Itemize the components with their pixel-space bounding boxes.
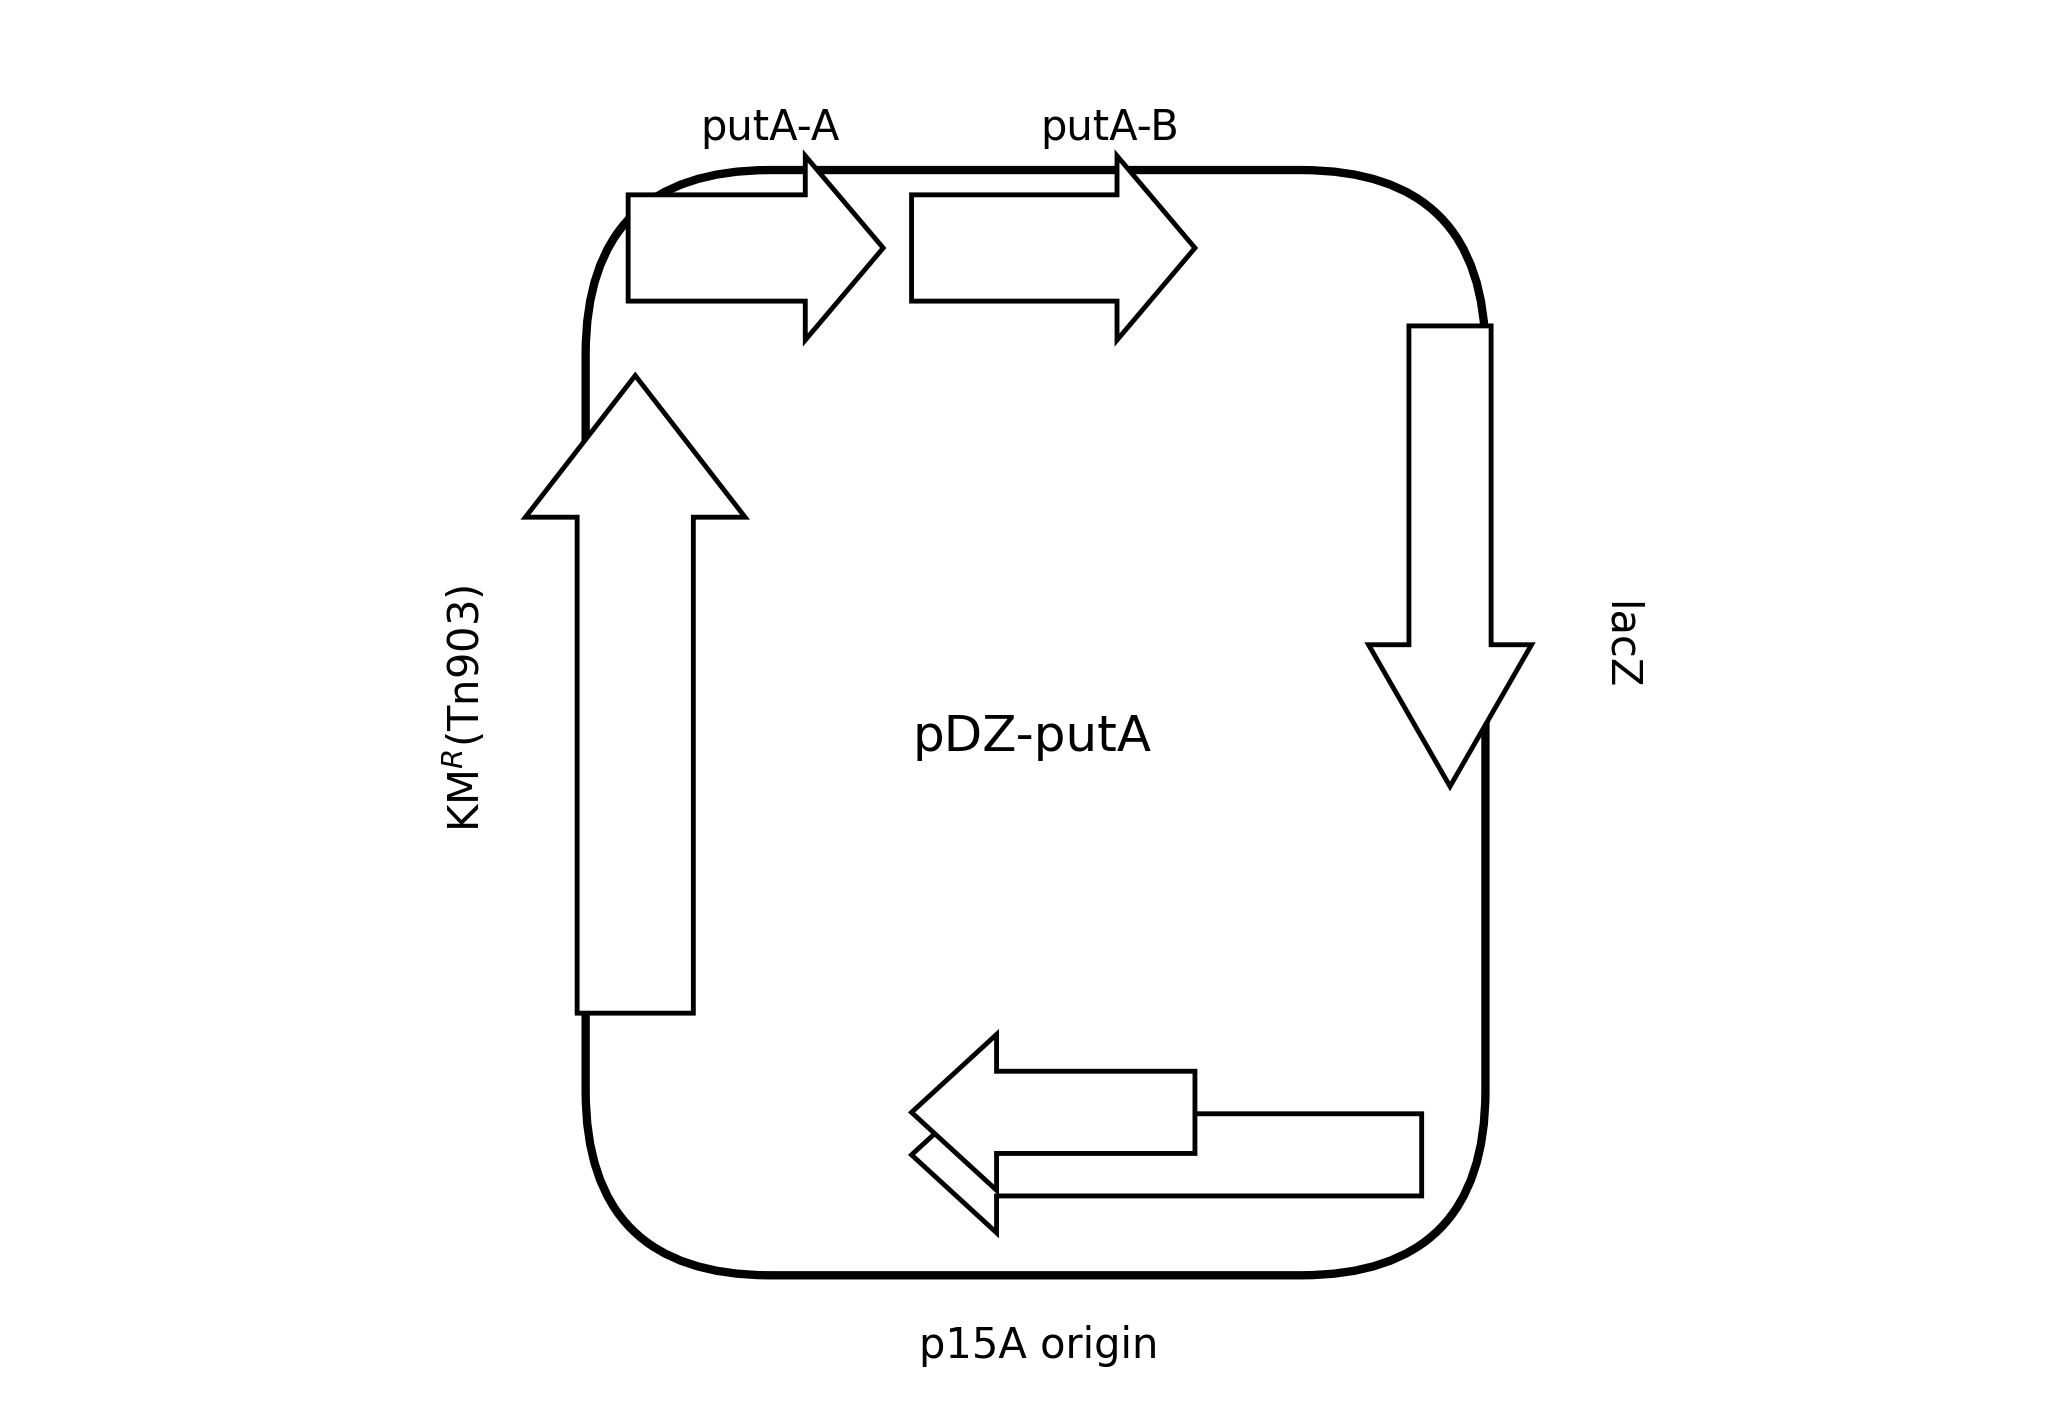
Text: pDZ-putA: pDZ-putA bbox=[912, 713, 1152, 761]
Text: KM$^R$(Tn903): KM$^R$(Tn903) bbox=[442, 585, 489, 832]
FancyBboxPatch shape bbox=[586, 170, 1486, 1275]
Polygon shape bbox=[526, 376, 745, 1013]
Text: p15A origin: p15A origin bbox=[918, 1325, 1158, 1367]
Text: putA-A: putA-A bbox=[700, 106, 840, 149]
Polygon shape bbox=[912, 156, 1195, 340]
Text: lacZ: lacZ bbox=[1600, 601, 1641, 689]
Polygon shape bbox=[912, 1034, 1195, 1190]
Text: putA-B: putA-B bbox=[1040, 106, 1179, 149]
Polygon shape bbox=[912, 1077, 1422, 1233]
Polygon shape bbox=[1368, 326, 1531, 786]
Polygon shape bbox=[627, 156, 883, 340]
